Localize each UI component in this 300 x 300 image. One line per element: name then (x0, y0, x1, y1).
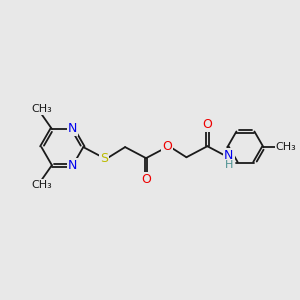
Text: H: H (225, 160, 233, 170)
Text: CH₃: CH₃ (276, 142, 296, 152)
Text: O: O (162, 140, 172, 153)
Text: N: N (68, 159, 77, 172)
Text: O: O (141, 173, 151, 186)
Text: O: O (202, 118, 212, 131)
Text: N: N (68, 122, 77, 136)
Text: N: N (224, 149, 233, 162)
Text: S: S (100, 152, 108, 165)
Text: CH₃: CH₃ (31, 104, 52, 114)
Text: CH₃: CH₃ (31, 180, 52, 190)
